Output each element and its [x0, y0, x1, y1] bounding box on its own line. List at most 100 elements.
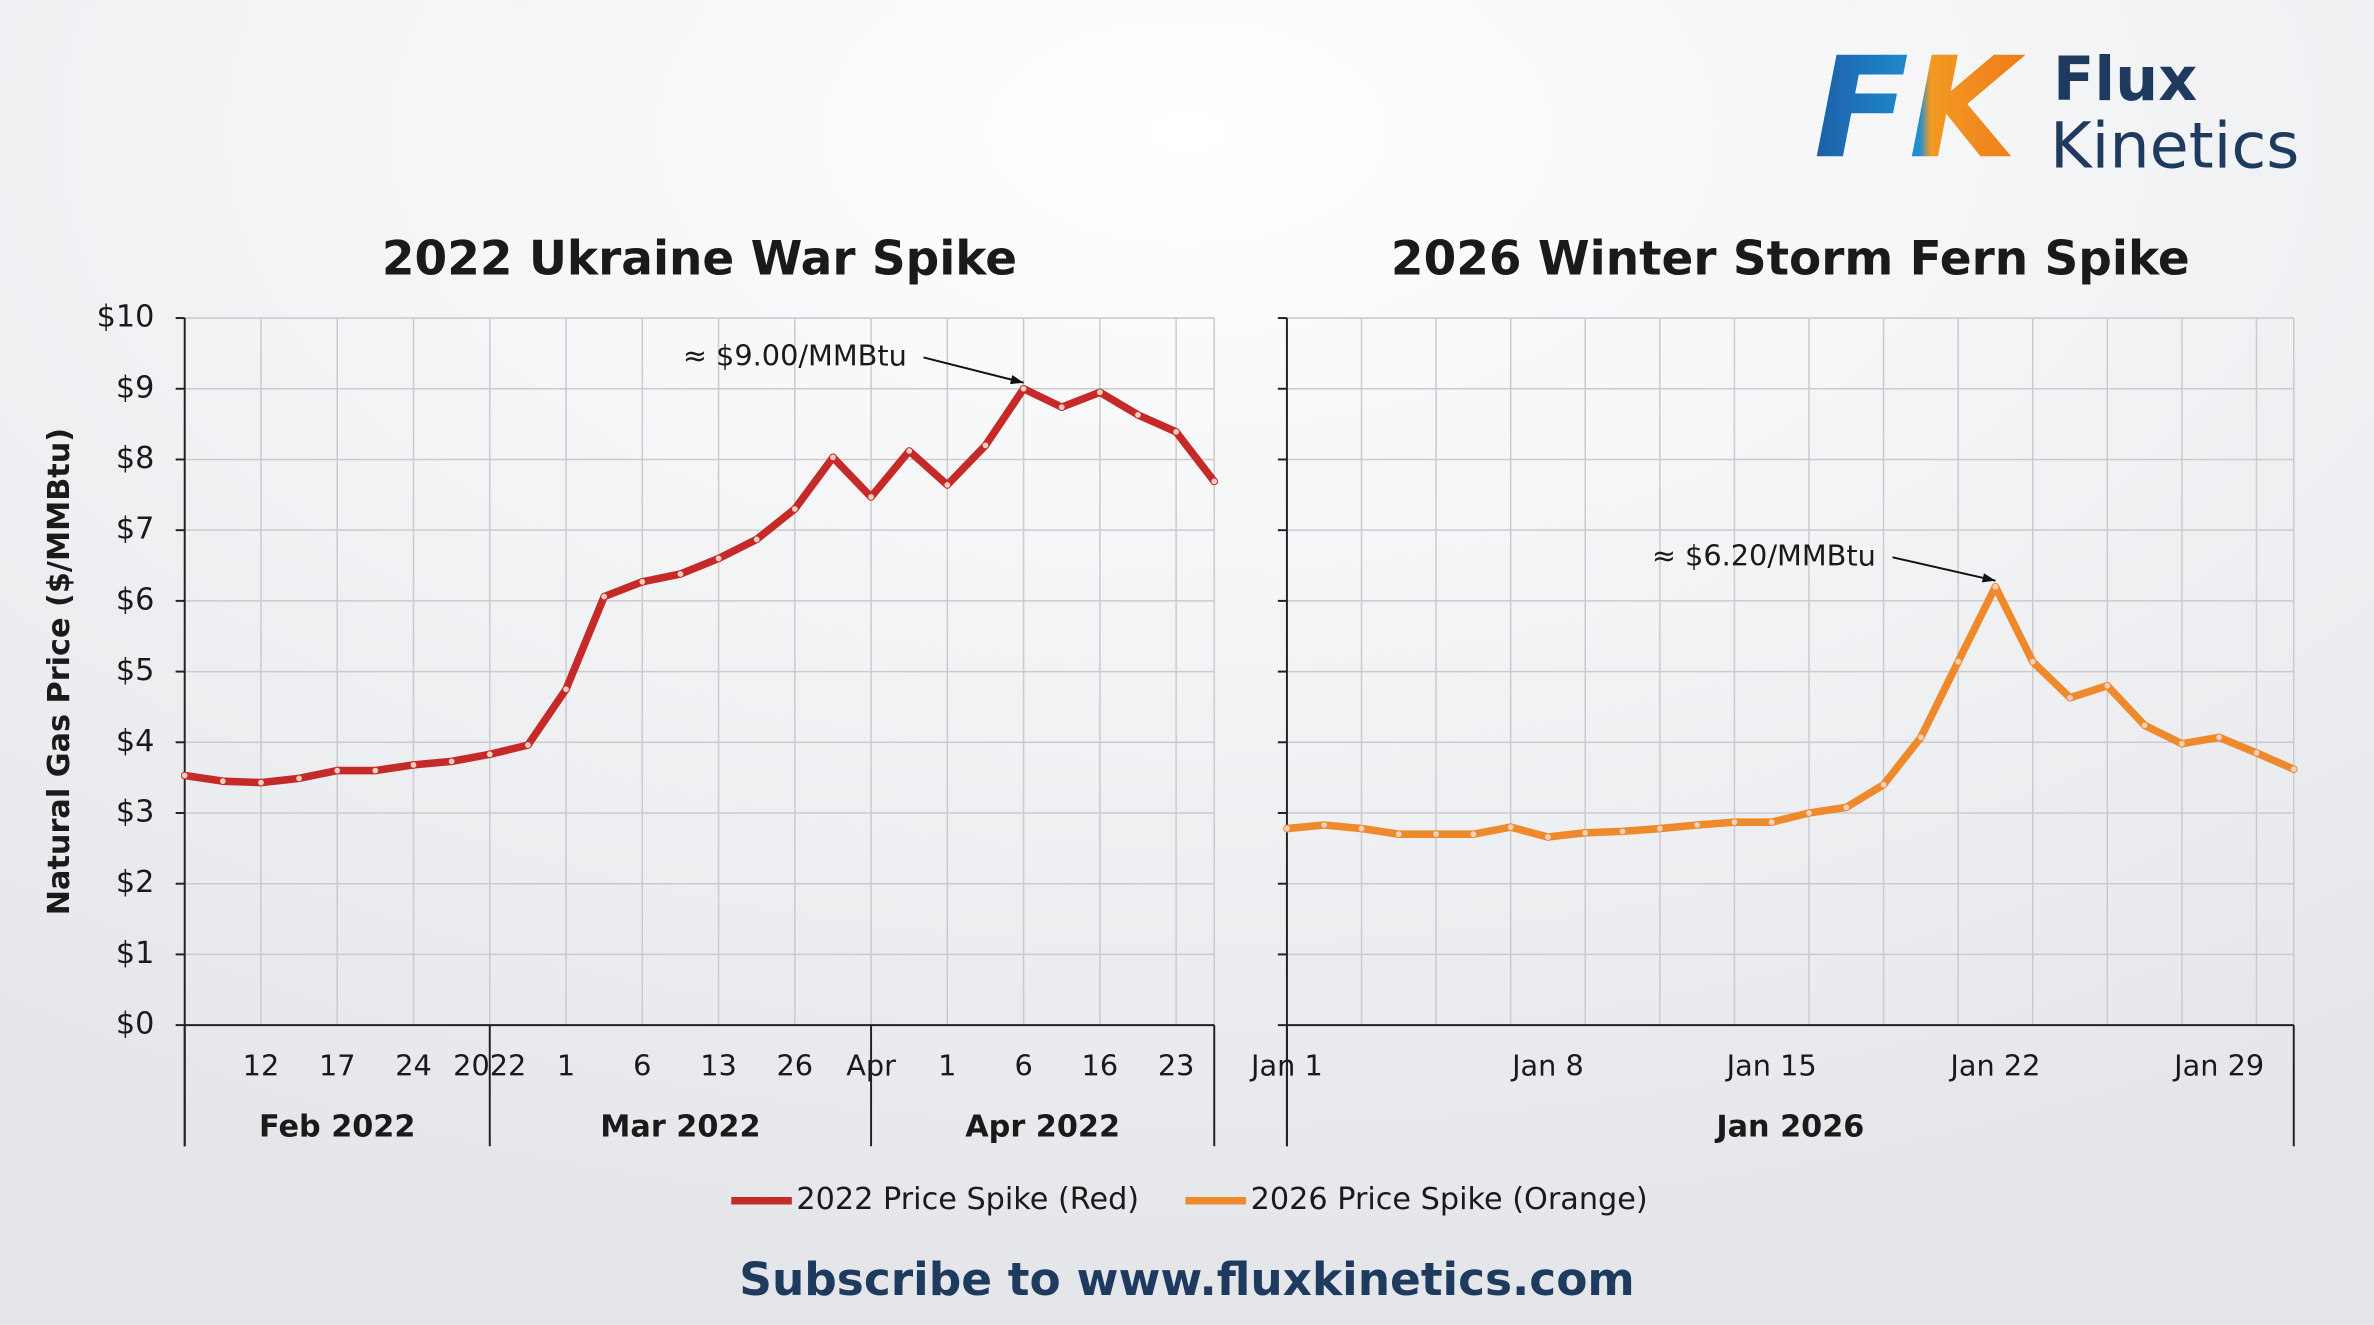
data-point: [1210, 477, 1219, 486]
data-point: [1618, 827, 1627, 836]
data-point: [524, 741, 532, 749]
x-tick-label: Jan 29: [2172, 1049, 2264, 1083]
x-tick-label: 24: [395, 1049, 432, 1083]
y-tick-label: $0: [116, 1007, 155, 1042]
data-point: [791, 505, 799, 513]
data-point: [2289, 765, 2298, 773]
logo-text: Kinetics: [2050, 109, 2299, 183]
data-point: [2103, 681, 2112, 690]
x-tick-label: 23: [1158, 1049, 1195, 1083]
series-line: [1283, 582, 2298, 841]
data-point: [905, 447, 913, 455]
x-tick-label: 16: [1082, 1049, 1119, 1083]
y-axis-title: Natural Gas Price ($/MMBtu): [42, 428, 77, 915]
data-point: [409, 761, 418, 769]
data-point: [295, 774, 303, 783]
x-group-label: Mar 2022: [600, 1110, 760, 1145]
y-tick-label: $9: [116, 370, 155, 405]
x-tick-label: Jan 8: [1510, 1049, 1584, 1083]
legend-label: 2026 Price Spike (Orange): [1251, 1182, 1648, 1217]
data-point: [1057, 403, 1066, 411]
data-point: [1581, 829, 1590, 837]
data-point: [714, 554, 723, 563]
data-point: [1172, 428, 1180, 436]
data-point: [1283, 824, 1291, 833]
data-point: [1917, 733, 1925, 742]
data-point: [1357, 824, 1366, 833]
logo-text: Flux: [2053, 45, 2197, 115]
data-point: [333, 766, 342, 775]
logo-mark: FK: [1814, 27, 2026, 189]
chart-title: 2022 Ukraine War Spike: [382, 232, 1017, 287]
data-point: [257, 778, 265, 787]
data-point: [2252, 749, 2261, 757]
x-group-label: Apr 2022: [965, 1110, 1120, 1145]
annotation-arrowhead: [1981, 573, 1996, 583]
x-group-label: Feb 2022: [259, 1110, 415, 1145]
data-point: [1842, 803, 1851, 812]
data-point: [1432, 830, 1440, 838]
annotation: ≈ $6.20/MMBtu: [1652, 538, 1876, 572]
data-point: [752, 535, 761, 544]
x-group-label: Jan 2026: [1714, 1110, 1864, 1145]
x-tick-label: Jan 15: [1725, 1049, 1817, 1083]
annotation-arrow: [923, 356, 1024, 384]
data-point: [676, 570, 685, 578]
data-point: [219, 777, 227, 785]
y-tick-label: $6: [116, 582, 155, 617]
annotation-arrow: [1892, 556, 1996, 582]
data-point: [1134, 411, 1142, 419]
data-point: [1954, 657, 1962, 666]
x-tick-label: 6: [633, 1049, 651, 1083]
data-point: [562, 685, 570, 694]
annotation: ≈ $9.00/MMBtu: [683, 338, 907, 372]
data-point: [1656, 824, 1664, 833]
data-point: [485, 750, 494, 759]
data-point: [1991, 582, 2000, 591]
data-point: [867, 493, 875, 501]
x-tick-label: 1: [557, 1049, 575, 1083]
data-point: [371, 766, 380, 775]
x-tick-label: 13: [700, 1049, 737, 1083]
annotation-arrowhead: [1010, 375, 1024, 385]
y-tick-label: $2: [116, 865, 155, 900]
data-point: [180, 771, 189, 780]
y-tick-label: $5: [116, 653, 155, 688]
data-point: [1019, 384, 1028, 393]
data-point: [2140, 721, 2149, 730]
data-point: [447, 757, 456, 766]
y-tick-label: $3: [116, 794, 155, 829]
x-tick-label: 1: [938, 1049, 956, 1083]
footer: Subscribe to www.fluxkinetics.com: [739, 1253, 1634, 1306]
y-tick-label: $7: [116, 512, 155, 547]
data-point: [943, 481, 952, 489]
data-point: [2066, 693, 2074, 702]
data-point: [2178, 739, 2186, 748]
data-point: [981, 441, 990, 450]
y-tick-label: $10: [97, 300, 155, 335]
chart-title: 2026 Winter Storm Fern Spike: [1391, 232, 2190, 287]
x-tick-label: 17: [319, 1049, 356, 1083]
data-point: [600, 592, 608, 601]
data-point: [2028, 657, 2037, 666]
data-point: [1395, 830, 1403, 838]
data-point: [1096, 388, 1104, 397]
series-line: [180, 384, 1219, 787]
x-tick-label: 12: [243, 1049, 280, 1083]
legend-label: 2022 Price Spike (Red): [796, 1182, 1139, 1217]
x-tick-label: Jan 22: [1948, 1049, 2040, 1083]
data-point: [1693, 821, 1701, 829]
data-point: [1469, 830, 1478, 838]
x-tick-label: Jan 1: [1249, 1049, 1323, 1083]
data-point: [2215, 733, 2223, 742]
y-tick-label: $8: [116, 441, 155, 476]
x-tick-label: 26: [777, 1049, 814, 1083]
data-point: [638, 578, 647, 586]
y-tick-label: $4: [116, 724, 155, 759]
data-point: [1805, 809, 1813, 817]
data-point: [1320, 821, 1329, 829]
data-point: [1506, 823, 1515, 831]
data-point: [1544, 833, 1552, 841]
